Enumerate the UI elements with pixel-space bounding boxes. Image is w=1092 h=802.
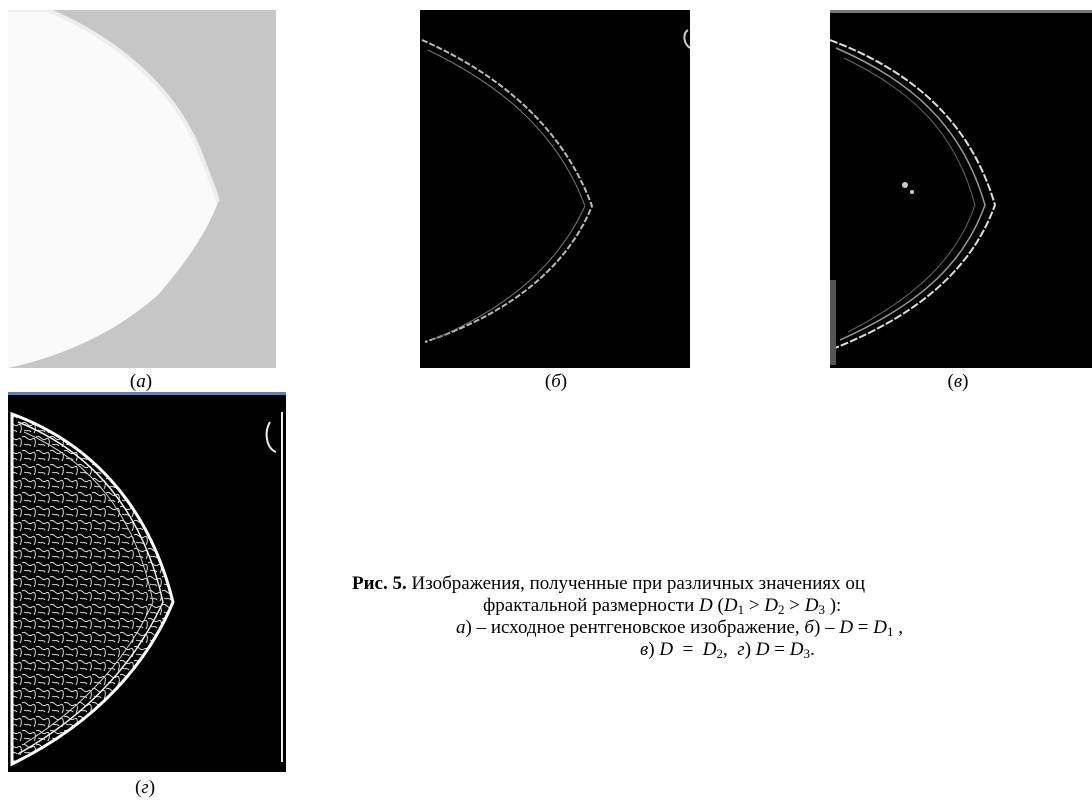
symbol: D <box>724 595 738 616</box>
symbol: D <box>659 639 673 660</box>
symbol: D <box>699 595 713 616</box>
letter: б <box>551 371 561 392</box>
image-v <box>830 10 1092 368</box>
paren: ) <box>146 371 152 392</box>
caption-line: а) – исходное рентгеновское изображение,… <box>456 617 903 639</box>
text: = <box>673 639 703 660</box>
image-b <box>420 10 690 368</box>
letter: б <box>804 617 814 638</box>
text: Изображения, полученные при различных зн… <box>407 573 865 594</box>
text: , <box>894 617 904 638</box>
panel-label: (а) <box>130 372 152 392</box>
caption-line: Рис. 5. Изображения, полученные при разл… <box>352 573 865 595</box>
image-a <box>8 10 276 368</box>
symbol: D <box>790 639 804 660</box>
letter: а <box>456 617 466 638</box>
letter: в <box>640 639 648 660</box>
symbol: D <box>764 595 778 616</box>
text: , <box>723 639 737 660</box>
text: ) – <box>814 617 839 638</box>
symbol: D <box>805 595 819 616</box>
panel-label: (г) <box>135 778 155 798</box>
figure-page: (а) (б) (в) (г) Рис. 5. Изображения, пол… <box>0 0 1092 802</box>
text: . <box>810 639 815 660</box>
letter: в <box>954 371 962 392</box>
text: > <box>744 595 764 616</box>
text: = <box>770 639 790 660</box>
caption-line: в) D = D2, г) D = D3. <box>640 639 815 661</box>
panel-label: (б) <box>545 372 567 392</box>
image-g <box>8 392 286 772</box>
text: ): <box>825 595 841 616</box>
text: ( <box>713 595 724 616</box>
symbol: D <box>839 617 853 638</box>
letter: г <box>737 639 744 660</box>
fig-number: Рис. 5. <box>352 573 407 594</box>
panel-label: (в) <box>948 372 969 392</box>
text: = <box>853 617 873 638</box>
paren: ) <box>962 371 968 392</box>
text: ) <box>745 639 756 660</box>
text: > <box>785 595 805 616</box>
caption-line: фрактальной размерности D (D1 > D2 > D3 … <box>483 595 841 617</box>
text: ) <box>648 639 659 660</box>
symbol: D <box>756 639 770 660</box>
page: Fig 5 {"panels": [ {"label": ["(", "а", … <box>0 0 1092 802</box>
text: ) – исходное рентгеновское изображение, <box>466 617 805 638</box>
paren: ) <box>149 777 155 798</box>
letter: а <box>136 371 146 392</box>
symbol: D <box>873 617 887 638</box>
text: фрактальной размерности <box>483 595 699 616</box>
letter: г <box>141 777 148 798</box>
symbol: D <box>703 639 717 660</box>
paren: ) <box>561 371 567 392</box>
